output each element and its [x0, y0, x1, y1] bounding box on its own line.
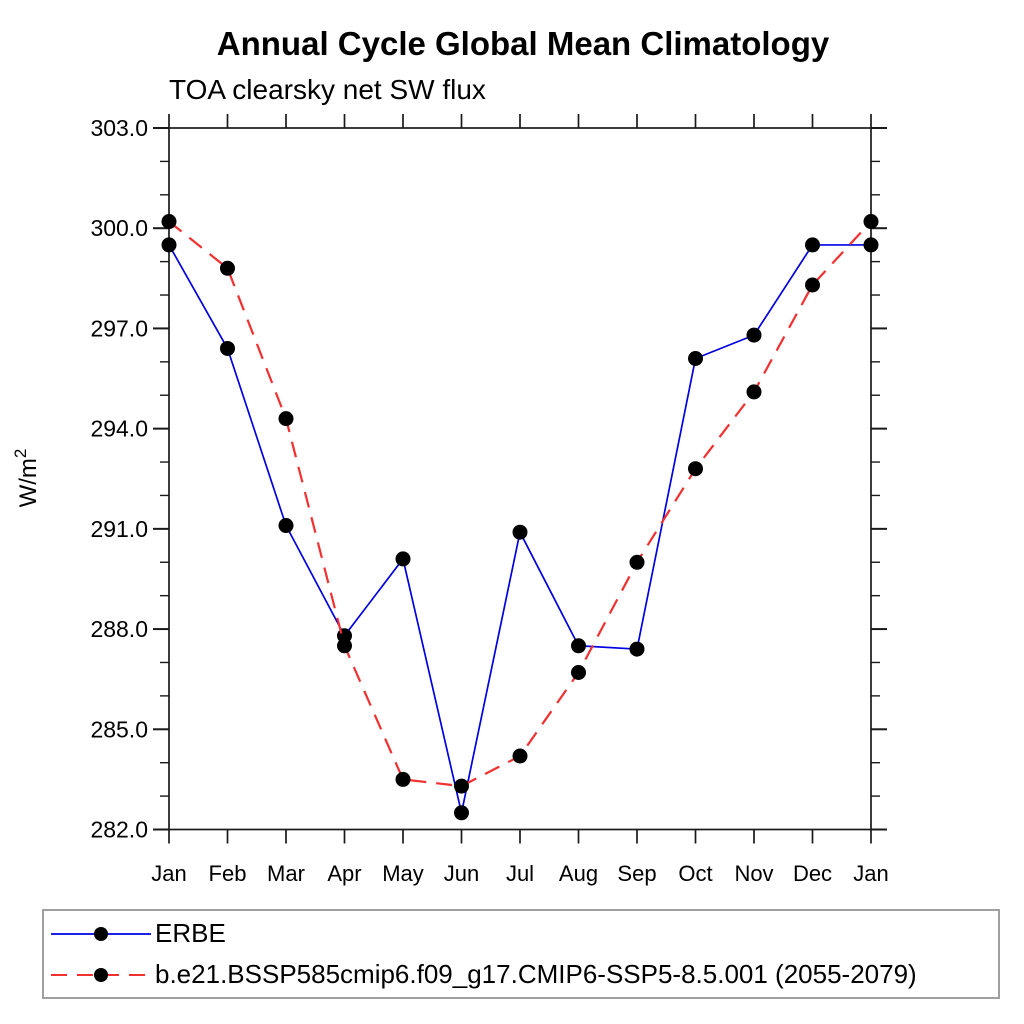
x-tick-label: Jan [853, 861, 888, 886]
data-point-marker [278, 518, 294, 534]
x-tick-label: Sep [617, 861, 656, 886]
x-tick-label: Nov [734, 861, 773, 886]
data-point-marker [278, 411, 294, 427]
legend-marker-icon [94, 926, 108, 941]
y-axis-label: W/m2 [11, 449, 42, 508]
data-point-marker [863, 214, 879, 230]
plot-frame [168, 127, 872, 831]
data-point-marker [805, 237, 820, 253]
y-axis-unit: W/m2 [11, 449, 42, 508]
legend-line-sample-dashed [51, 967, 151, 982]
data-point-marker [746, 327, 762, 343]
y-tick-label: 294.0 [90, 416, 148, 442]
x-tick-label: Jul [506, 861, 534, 886]
data-point-marker [512, 748, 528, 764]
data-point-marker [863, 237, 879, 253]
legend-marker-icon [94, 967, 108, 982]
chart-subtitle: TOA clearsky net SW flux [169, 74, 486, 105]
x-tick-label: Mar [267, 861, 305, 886]
legend-label-model: b.e21.BSSP585cmip6.f09_g17.CMIP6-SSP5-8.… [155, 959, 917, 989]
x-tick-label: Jan [151, 861, 186, 886]
data-point-marker [220, 340, 235, 356]
y-tick-label: 297.0 [90, 315, 148, 341]
y-tick-label: 303.0 [90, 115, 148, 141]
data-point-marker [805, 277, 820, 293]
data-point-marker [571, 638, 586, 654]
legend-item-erbe: ERBE [49, 914, 998, 954]
data-series [161, 214, 879, 821]
data-point-marker [629, 641, 645, 657]
y-tick-label: 300.0 [90, 215, 148, 241]
legend-item-model: b.e21.BSSP585cmip6.f09_g17.CMIP6-SSP5-8.… [49, 955, 998, 995]
y-tick-label: 291.0 [90, 516, 148, 542]
x-tick-label: Oct [678, 861, 712, 886]
x-tick-label: Apr [327, 861, 361, 886]
x-tick-label: May [382, 861, 424, 886]
x-tick-label: Aug [559, 861, 598, 886]
data-point-marker [161, 237, 177, 253]
chart-title: Annual Cycle Global Mean Climatology [217, 25, 830, 62]
data-point-marker [395, 551, 411, 567]
legend-label-erbe: ERBE [155, 918, 226, 948]
axes: 282.0 285.0 288.0 291.0 294.0 297.0 300.0 303.0… [90, 114, 889, 886]
data-point-marker [454, 805, 469, 821]
x-tick-label: Feb [209, 861, 247, 886]
data-point-marker [512, 524, 528, 540]
data-point-marker [629, 554, 645, 570]
data-point-marker [337, 638, 352, 654]
data-point-marker [688, 350, 703, 366]
series-line-1 [168, 220, 872, 788]
data-point-marker [571, 664, 586, 680]
data-point-marker [688, 461, 703, 477]
y-tick-label: 288.0 [90, 616, 148, 642]
data-point-marker [161, 214, 177, 230]
data-point-marker [220, 260, 235, 276]
legend-line-sample-solid [51, 926, 151, 941]
data-point-marker [395, 771, 411, 787]
y-tick-label: 282.0 [90, 817, 148, 843]
x-tick-label: Jun [444, 861, 479, 886]
y-tick-label: 285.0 [90, 716, 148, 742]
x-tick-label: Dec [793, 861, 832, 886]
data-point-marker [746, 384, 762, 400]
legend: ERBE b.e21.BSSP585cmip6.f09_g17.CMIP6-SS… [42, 909, 1000, 999]
data-point-marker [454, 778, 469, 794]
